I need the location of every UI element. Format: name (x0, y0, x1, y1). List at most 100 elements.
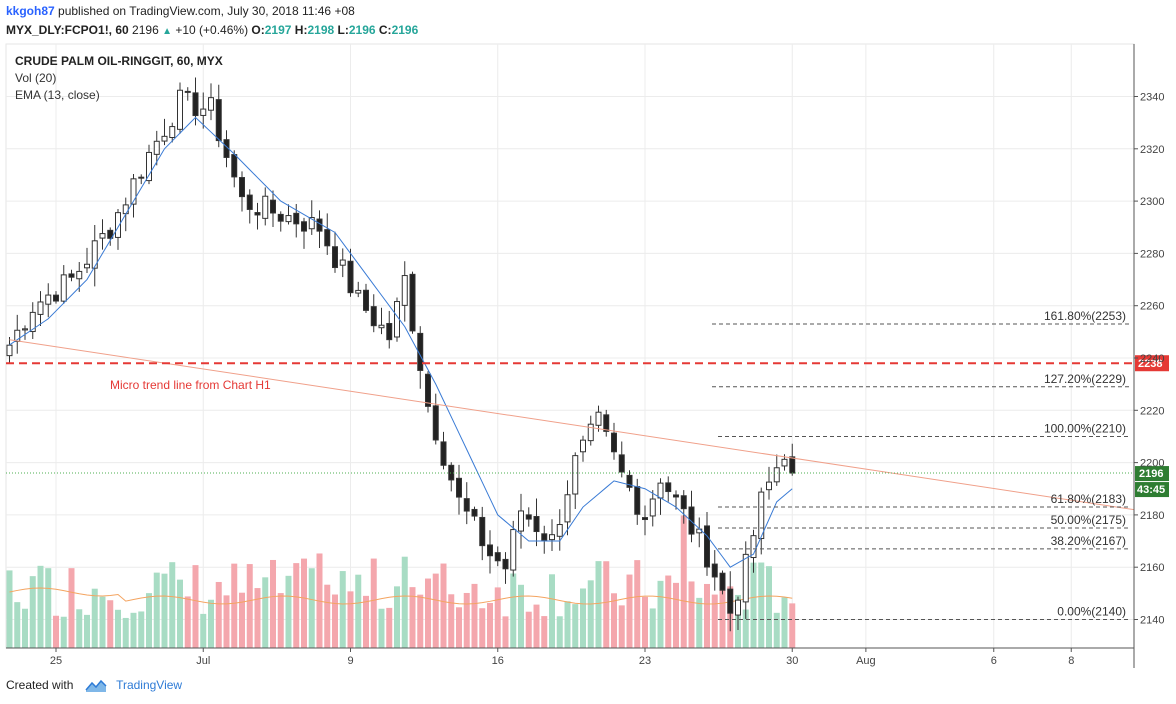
volume-bar (518, 584, 524, 648)
candle-body (192, 92, 199, 117)
candle-body (99, 233, 106, 239)
volume-bar (76, 609, 83, 648)
candle-body (665, 482, 672, 493)
volume-bar (293, 563, 300, 648)
footer: Created with TradingView (6, 678, 182, 693)
candle-body (386, 322, 393, 341)
candle-body (200, 108, 207, 116)
candle-body (541, 533, 548, 541)
volume-bar (45, 568, 52, 648)
volume-bar (386, 607, 393, 648)
high-value: 2198 (307, 23, 335, 37)
trend-annotation: Micro trend line from Chart H1 (110, 378, 271, 392)
volume-bar (719, 573, 726, 648)
volume-bar (394, 586, 400, 648)
volume-ma-line (9, 587, 793, 605)
volume-bar (277, 593, 284, 648)
volume-bar (673, 582, 679, 648)
volume-bar (347, 591, 354, 648)
volume-bar (580, 588, 586, 648)
volume-bar (742, 609, 749, 648)
open-value: 2197 (264, 23, 292, 37)
candle-body (572, 455, 579, 495)
volume-bar (363, 595, 369, 648)
candle-body (84, 263, 90, 269)
price-chart[interactable]: 2238 2196 43:45 161.80%(2253) 127.20%(2229) 1… (0, 42, 1176, 670)
axes: 2140 2160 2180 2200 2220 2240 2260 2280 2300 2320… (6, 44, 1164, 668)
fib-level-label: 0.00%(2140) (1057, 605, 1126, 619)
low-label: L: (337, 23, 349, 37)
candle-body (611, 432, 617, 453)
volume-bar (766, 566, 772, 648)
volume-bar (479, 608, 486, 648)
y-tick-label: 2160 (1140, 562, 1164, 574)
candle-body (76, 270, 83, 280)
y-tick-label: 2180 (1140, 510, 1164, 522)
candle-body (115, 212, 121, 238)
candle-body (153, 140, 160, 155)
resistance-tag (1135, 355, 1169, 372)
volume-bar (53, 615, 59, 648)
volume-bar (254, 588, 261, 648)
fib-level-label: 61.80%(2183) (1051, 492, 1126, 506)
candle-body (161, 135, 168, 142)
volume-bar (649, 608, 656, 648)
candle-body (595, 411, 602, 426)
volume-bar (60, 616, 67, 648)
volume-bar (6, 570, 13, 648)
tradingview-logo-icon (85, 679, 107, 692)
volume-bar (215, 581, 222, 648)
x-tick-label: 9 (347, 655, 353, 667)
low-value: 2196 (348, 23, 376, 37)
close-label: C: (378, 23, 392, 37)
volume-bar (285, 575, 292, 648)
volume-bar (370, 558, 377, 648)
volume-bar (463, 592, 470, 648)
volume-bar (409, 587, 416, 648)
candle-body (533, 516, 540, 533)
candle-body (789, 456, 796, 474)
candles (6, 77, 796, 632)
tradingview-link[interactable]: TradingView (116, 678, 183, 692)
y-tick-label: 2220 (1140, 405, 1164, 417)
candle-body (53, 294, 59, 302)
resistance-tag-label: 2238 (1138, 358, 1162, 370)
volume-bar (146, 593, 152, 648)
volume-bar (184, 596, 191, 648)
candle-body (766, 481, 772, 491)
volume-bar (425, 578, 431, 648)
open-label: O: (251, 23, 265, 37)
volume-bar (665, 575, 672, 648)
candle-body (704, 525, 710, 568)
candle-body (239, 177, 245, 198)
candle-body (642, 517, 648, 521)
candle-body (518, 510, 524, 532)
candle-body (363, 289, 369, 311)
candle-body (215, 99, 222, 142)
candle-body (68, 273, 75, 278)
candle-body (208, 97, 214, 111)
volume-bar (107, 600, 114, 648)
candle-body (254, 212, 261, 216)
volume-bar (138, 611, 145, 648)
price-tag (1135, 466, 1169, 482)
candle-body (45, 294, 52, 305)
last-price: 2196 (132, 23, 159, 37)
volume-bar (494, 587, 501, 648)
candle-body (293, 212, 300, 225)
volume-bar (502, 616, 509, 648)
candle-body (463, 498, 470, 512)
candle-body (246, 194, 253, 210)
volume-bar (556, 616, 563, 648)
x-tick-label: 23 (639, 655, 651, 667)
volume-bar (115, 609, 121, 648)
high-label: H: (294, 23, 308, 37)
volume-bar (130, 612, 137, 648)
candle-body (308, 217, 315, 230)
candle-body (634, 486, 641, 515)
author-link[interactable]: kkgoh87 (6, 4, 55, 18)
candle-body (417, 332, 424, 371)
volume-bar (153, 572, 160, 648)
volume-bar (91, 588, 98, 648)
candle-body (37, 301, 44, 315)
